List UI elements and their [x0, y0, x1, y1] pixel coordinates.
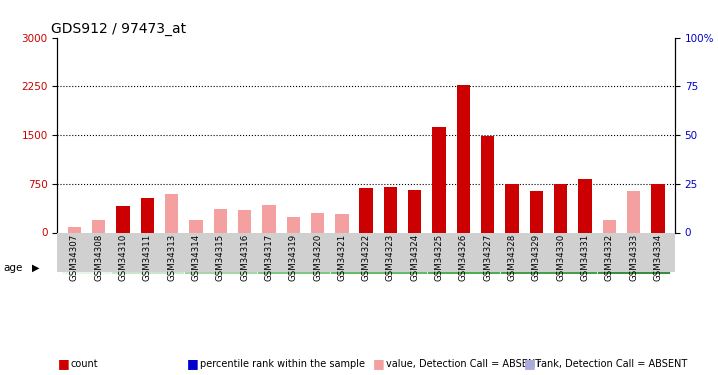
Text: GSM34316: GSM34316	[240, 234, 249, 281]
FancyBboxPatch shape	[500, 240, 597, 274]
Bar	[384, 187, 397, 232]
Text: GSM34322: GSM34322	[362, 234, 370, 281]
Text: 5 mo: 5 mo	[536, 252, 561, 262]
Bar	[92, 219, 106, 232]
Bar	[116, 206, 130, 232]
Bar	[481, 136, 495, 232]
Bar	[505, 184, 518, 232]
Text: GSM34313: GSM34313	[167, 234, 176, 281]
Text: GSM34324: GSM34324	[410, 234, 419, 281]
FancyBboxPatch shape	[184, 240, 257, 274]
Text: GSM34307: GSM34307	[70, 234, 79, 281]
Text: GSM34319: GSM34319	[289, 234, 298, 281]
Bar	[554, 184, 567, 232]
Bar	[262, 205, 276, 232]
Text: GSM34314: GSM34314	[192, 234, 200, 281]
Text: GSM34333: GSM34333	[629, 234, 638, 281]
Bar	[432, 127, 446, 232]
Text: age: age	[4, 263, 23, 273]
Bar	[286, 217, 300, 232]
Text: ■: ■	[524, 357, 536, 370]
Text: GSM34334: GSM34334	[653, 234, 663, 281]
Text: GSM34321: GSM34321	[337, 234, 346, 281]
Bar	[408, 190, 421, 232]
Text: ■: ■	[187, 357, 198, 370]
Bar	[311, 213, 325, 232]
Text: GSM34327: GSM34327	[483, 234, 493, 281]
Text: count: count	[70, 359, 98, 369]
Bar	[457, 85, 470, 232]
Text: 23 d: 23 d	[367, 252, 390, 262]
Text: GSM34310: GSM34310	[118, 234, 128, 281]
FancyBboxPatch shape	[427, 240, 500, 274]
Text: GDS912 / 97473_at: GDS912 / 97473_at	[51, 22, 187, 36]
Text: percentile rank within the sample: percentile rank within the sample	[200, 359, 365, 369]
Bar	[530, 191, 543, 232]
Bar	[165, 194, 178, 232]
Bar	[651, 184, 665, 232]
Text: 1 d: 1 d	[78, 252, 95, 262]
Text: ▶: ▶	[32, 263, 39, 273]
Text: ■: ■	[57, 357, 69, 370]
Text: 9 wk: 9 wk	[451, 252, 475, 262]
Text: GSM34311: GSM34311	[143, 234, 152, 281]
Bar	[67, 226, 81, 232]
Text: GSM34328: GSM34328	[508, 234, 516, 281]
Bar	[238, 210, 251, 232]
Text: GSM34329: GSM34329	[532, 234, 541, 281]
Text: GSM34320: GSM34320	[313, 234, 322, 281]
Text: GSM34323: GSM34323	[386, 234, 395, 281]
Text: 6 d: 6 d	[139, 252, 156, 262]
Text: GSM34315: GSM34315	[216, 234, 225, 281]
FancyBboxPatch shape	[62, 240, 111, 274]
Bar	[214, 209, 227, 232]
Bar	[602, 219, 616, 232]
Text: rank, Detection Call = ABSENT: rank, Detection Call = ABSENT	[537, 359, 687, 369]
Text: GSM34332: GSM34332	[605, 234, 614, 281]
Bar	[190, 219, 202, 232]
FancyBboxPatch shape	[257, 240, 330, 274]
Bar	[627, 191, 640, 232]
Text: GSM34325: GSM34325	[434, 234, 444, 281]
Bar	[335, 214, 348, 232]
FancyBboxPatch shape	[597, 240, 670, 274]
Text: GSM34317: GSM34317	[264, 234, 274, 281]
Text: ■: ■	[373, 357, 385, 370]
Text: value, Detection Call = ABSENT: value, Detection Call = ABSENT	[386, 359, 541, 369]
Text: GSM34331: GSM34331	[580, 234, 589, 281]
Bar	[578, 179, 592, 232]
Text: GSM34330: GSM34330	[556, 234, 565, 281]
Text: 1 y: 1 y	[625, 252, 642, 262]
FancyBboxPatch shape	[111, 240, 184, 274]
Bar	[141, 198, 154, 232]
Text: GSM34308: GSM34308	[94, 234, 103, 281]
Text: GSM34326: GSM34326	[459, 234, 468, 281]
FancyBboxPatch shape	[330, 240, 427, 274]
Text: 14 d: 14 d	[209, 252, 232, 262]
Text: 17 d: 17 d	[281, 252, 305, 262]
Bar	[360, 188, 373, 232]
